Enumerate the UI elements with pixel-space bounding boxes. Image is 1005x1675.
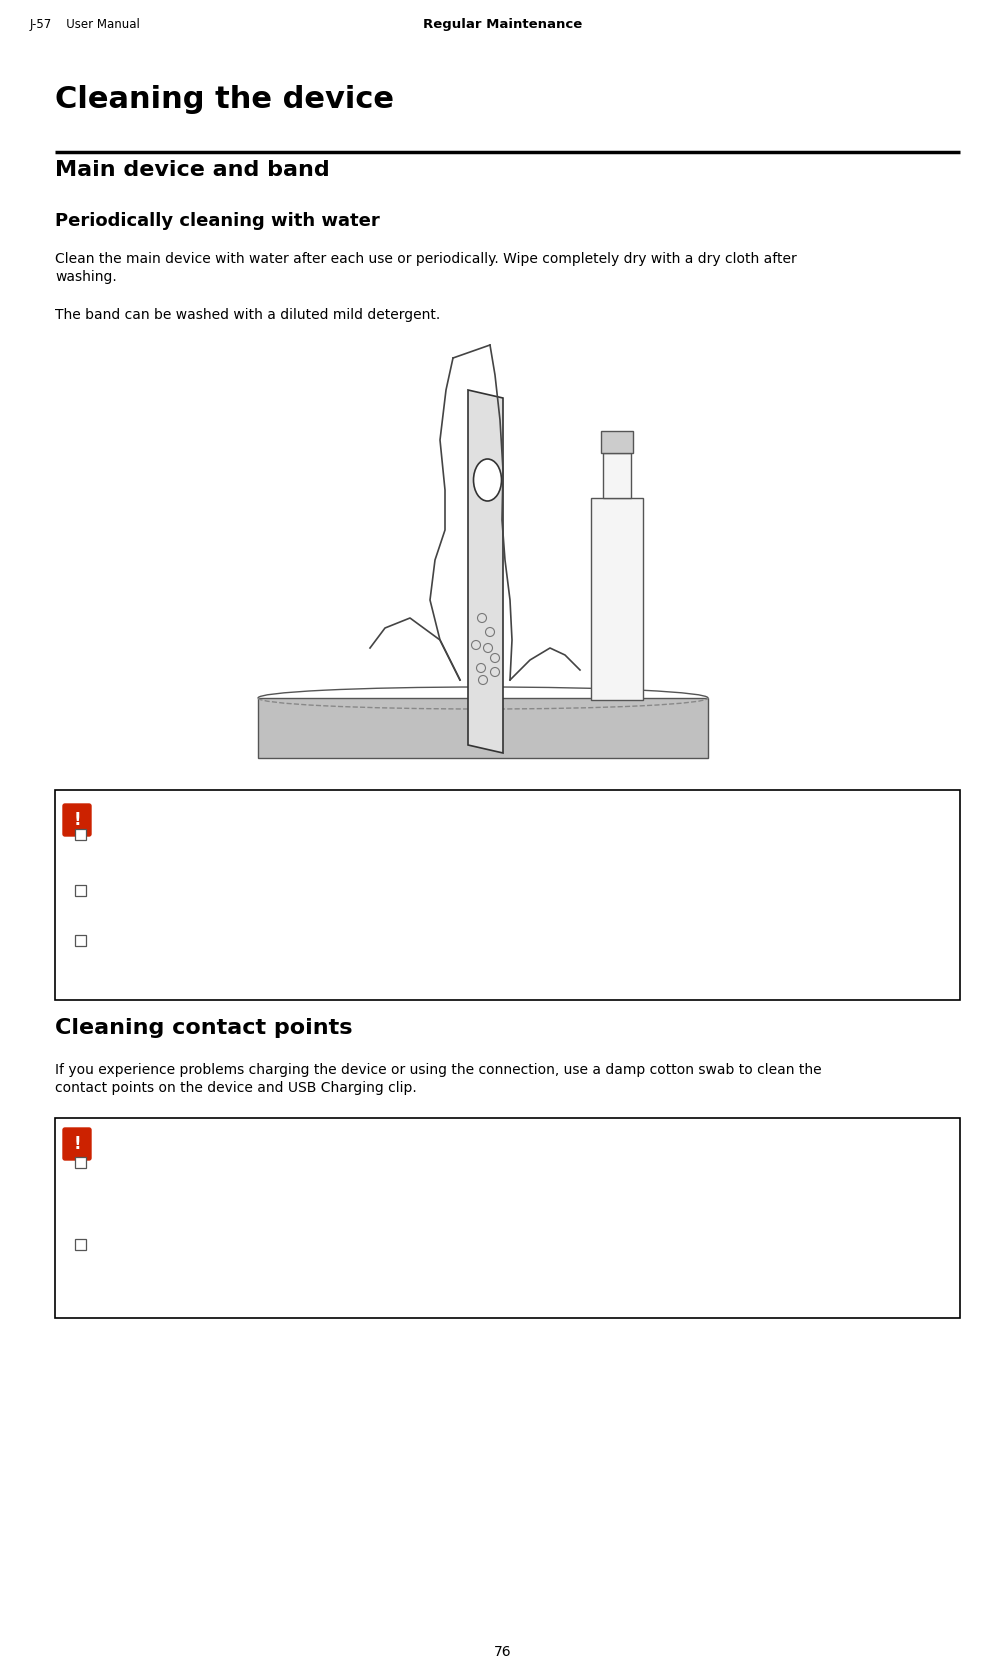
Text: !: ! bbox=[73, 1136, 80, 1152]
Text: Periodically cleaning with water: Periodically cleaning with water bbox=[55, 213, 380, 229]
Text: Important: Important bbox=[100, 1127, 178, 1142]
Text: This strap is made from polyurethane and after years of use the color may fade o: This strap is made from polyurethane and… bbox=[100, 936, 812, 950]
Bar bbox=[75, 1157, 86, 1167]
Text: Main device and band: Main device and band bbox=[55, 161, 330, 179]
Text: Do not clean using organic solvents such as benzine, thinner, alcohol, or deterg: Do not clean using organic solvents such… bbox=[100, 1240, 850, 1270]
Text: The band can be washed with a diluted mild detergent.: The band can be washed with a diluted mi… bbox=[55, 308, 440, 322]
Bar bbox=[55, 1117, 960, 1318]
Text: Important: Important bbox=[100, 802, 178, 817]
Bar bbox=[55, 791, 960, 1000]
Text: Cleaning contact points: Cleaning contact points bbox=[55, 1018, 353, 1038]
Bar bbox=[75, 829, 86, 839]
Bar bbox=[75, 884, 86, 896]
Text: !: ! bbox=[73, 811, 80, 829]
Bar bbox=[601, 430, 633, 452]
Polygon shape bbox=[468, 390, 502, 754]
Text: If you experience problems charging the device or using the connection, use a da: If you experience problems charging the … bbox=[55, 1064, 822, 1095]
FancyBboxPatch shape bbox=[63, 804, 91, 836]
Text: Do not press any buttons or scrub the glass too strongly while cleaning the devi: Do not press any buttons or scrub the gl… bbox=[100, 831, 790, 859]
Text: J-57    User Manual: J-57 User Manual bbox=[30, 18, 141, 32]
Ellipse shape bbox=[473, 459, 501, 501]
Bar bbox=[603, 452, 631, 497]
Text: Clean the main device with water after each use or periodically. Wipe completely: Clean the main device with water after e… bbox=[55, 251, 797, 285]
Bar bbox=[75, 1240, 86, 1250]
FancyBboxPatch shape bbox=[63, 1127, 91, 1161]
Text: Cleaning the device: Cleaning the device bbox=[55, 85, 394, 114]
Text: Do not press any buttons while the device is underwater. Doing so may result in : Do not press any buttons while the devic… bbox=[100, 886, 683, 899]
Bar bbox=[258, 698, 708, 759]
Text: 76: 76 bbox=[493, 1645, 512, 1658]
Bar bbox=[591, 497, 643, 700]
Text: Do not attach the USB Charging clip to the device while contact points are wet o: Do not attach the USB Charging clip to t… bbox=[100, 1157, 818, 1188]
Bar bbox=[75, 935, 86, 946]
Text: Regular Maintenance: Regular Maintenance bbox=[423, 18, 582, 32]
